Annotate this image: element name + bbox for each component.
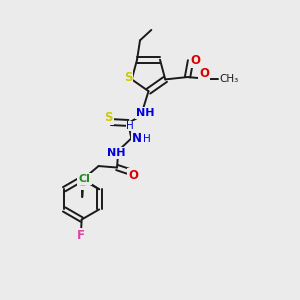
Text: S: S [124,71,132,84]
Text: S: S [104,111,113,124]
Text: S: S [78,176,86,189]
Text: NH: NH [136,108,155,118]
Text: H: H [126,121,134,131]
Text: N: N [132,132,142,145]
Text: H: H [143,134,151,144]
Text: NH: NH [107,148,126,158]
Text: O: O [128,169,138,182]
Text: CH₃: CH₃ [220,74,239,83]
Text: F: F [77,229,85,242]
Text: O: O [190,54,200,67]
Text: Cl: Cl [79,174,91,184]
Text: O: O [199,67,209,80]
